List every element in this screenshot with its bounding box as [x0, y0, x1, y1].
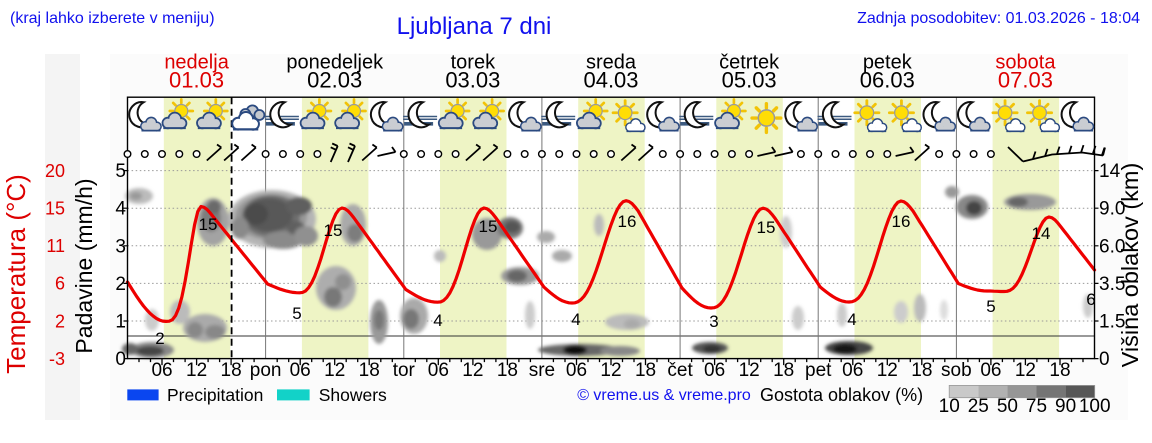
svg-text:02.03: 02.03 [307, 68, 362, 93]
svg-text:2: 2 [155, 329, 164, 348]
svg-text:18: 18 [911, 360, 932, 381]
svg-text:18: 18 [1049, 360, 1070, 381]
svg-text:15: 15 [479, 217, 498, 236]
svg-text:sobota: sobota [995, 52, 1056, 74]
svg-text:Višina oblakov (km): Višina oblakov (km) [1117, 163, 1143, 368]
svg-text:06: 06 [428, 360, 449, 381]
svg-text:© vreme.us & vreme.pro: © vreme.us & vreme.pro [577, 387, 751, 404]
svg-text:06: 06 [151, 360, 172, 381]
svg-text:04.03: 04.03 [583, 68, 638, 93]
svg-text:12: 12 [877, 360, 898, 381]
svg-text:pon: pon [250, 360, 282, 381]
svg-text:06: 06 [566, 360, 587, 381]
svg-text:16: 16 [618, 212, 637, 231]
svg-text:4: 4 [571, 310, 580, 329]
svg-text:nedelja: nedelja [164, 52, 229, 74]
svg-text:6: 6 [55, 274, 65, 294]
svg-text:sob: sob [941, 360, 972, 381]
svg-text:sreda: sreda [586, 52, 637, 74]
svg-text:50: 50 [997, 396, 1018, 417]
svg-text:3: 3 [115, 236, 126, 257]
svg-text:Temperatura (°C): Temperatura (°C) [1, 174, 31, 374]
svg-text:06: 06 [980, 360, 1001, 381]
svg-text:15: 15 [199, 215, 218, 234]
svg-text:4: 4 [115, 199, 126, 220]
svg-text:07.03: 07.03 [998, 68, 1053, 93]
svg-text:torek: torek [451, 52, 496, 74]
svg-text:75: 75 [1026, 396, 1047, 417]
svg-text:14: 14 [1099, 161, 1121, 182]
svg-text:12: 12 [1015, 360, 1036, 381]
svg-text:6: 6 [1086, 290, 1095, 309]
svg-text:06: 06 [290, 360, 311, 381]
svg-text:25: 25 [968, 396, 989, 417]
svg-text:0: 0 [115, 349, 126, 370]
svg-text:Padavine (mm/h): Padavine (mm/h) [71, 178, 97, 353]
svg-text:10: 10 [939, 396, 960, 417]
svg-text:tor: tor [393, 360, 416, 381]
svg-text:15: 15 [45, 199, 65, 219]
svg-text:4: 4 [847, 310, 856, 329]
svg-text:2: 2 [55, 311, 65, 331]
svg-text:06.03: 06.03 [860, 68, 915, 93]
svg-text:12: 12 [324, 360, 345, 381]
svg-text:06: 06 [704, 360, 725, 381]
svg-text:20: 20 [45, 161, 65, 181]
svg-text:5: 5 [292, 304, 301, 323]
svg-text:5: 5 [986, 297, 995, 316]
svg-text:pet: pet [805, 360, 832, 381]
svg-text:12: 12 [186, 360, 207, 381]
svg-text:15: 15 [324, 221, 343, 240]
svg-text:15: 15 [757, 218, 776, 237]
svg-text:Gostota oblakov (%): Gostota oblakov (%) [760, 385, 923, 405]
svg-text:petek: petek [863, 52, 913, 74]
svg-text:01.03: 01.03 [169, 68, 224, 93]
svg-text:18: 18 [497, 360, 518, 381]
svg-text:9.0: 9.0 [1099, 199, 1125, 220]
svg-text:Precipitation: Precipitation [167, 385, 263, 405]
svg-text:14: 14 [1032, 224, 1051, 243]
svg-text:18: 18 [773, 360, 794, 381]
svg-text:-3: -3 [49, 349, 65, 369]
svg-text:četrtek: četrtek [719, 52, 780, 74]
svg-text:1: 1 [115, 312, 126, 333]
svg-text:Ljubljana 7 dni: Ljubljana 7 dni [397, 13, 552, 40]
svg-text:5: 5 [115, 161, 126, 182]
svg-text:čet: čet [667, 360, 693, 381]
svg-text:16: 16 [892, 212, 911, 231]
svg-text:sre: sre [529, 360, 555, 381]
svg-text:90: 90 [1055, 396, 1076, 417]
svg-text:18: 18 [635, 360, 656, 381]
svg-text:100: 100 [1079, 396, 1111, 417]
svg-text:12: 12 [739, 360, 760, 381]
svg-text:ponedeljek: ponedeljek [286, 52, 384, 74]
svg-text:Showers: Showers [319, 385, 387, 405]
svg-text:6.0: 6.0 [1099, 236, 1125, 257]
svg-text:Zadnja posodobitev: 01.03.2026: Zadnja posodobitev: 01.03.2026 - 18:04 [857, 10, 1140, 27]
svg-text:06: 06 [842, 360, 863, 381]
svg-text:3.5: 3.5 [1099, 274, 1125, 295]
svg-text:1.5: 1.5 [1099, 312, 1125, 333]
svg-text:2: 2 [115, 274, 126, 295]
svg-text:18: 18 [359, 360, 380, 381]
svg-text:4: 4 [433, 311, 442, 330]
svg-text:(kraj lahko izberete v meniju): (kraj lahko izberete v meniju) [10, 10, 215, 27]
svg-text:12: 12 [462, 360, 483, 381]
svg-text:03.03: 03.03 [445, 68, 500, 93]
svg-text:05.03: 05.03 [722, 68, 777, 93]
svg-text:18: 18 [221, 360, 242, 381]
svg-text:0: 0 [1099, 349, 1110, 370]
svg-text:11: 11 [46, 236, 65, 256]
svg-text:3: 3 [709, 312, 718, 331]
svg-text:12: 12 [600, 360, 621, 381]
